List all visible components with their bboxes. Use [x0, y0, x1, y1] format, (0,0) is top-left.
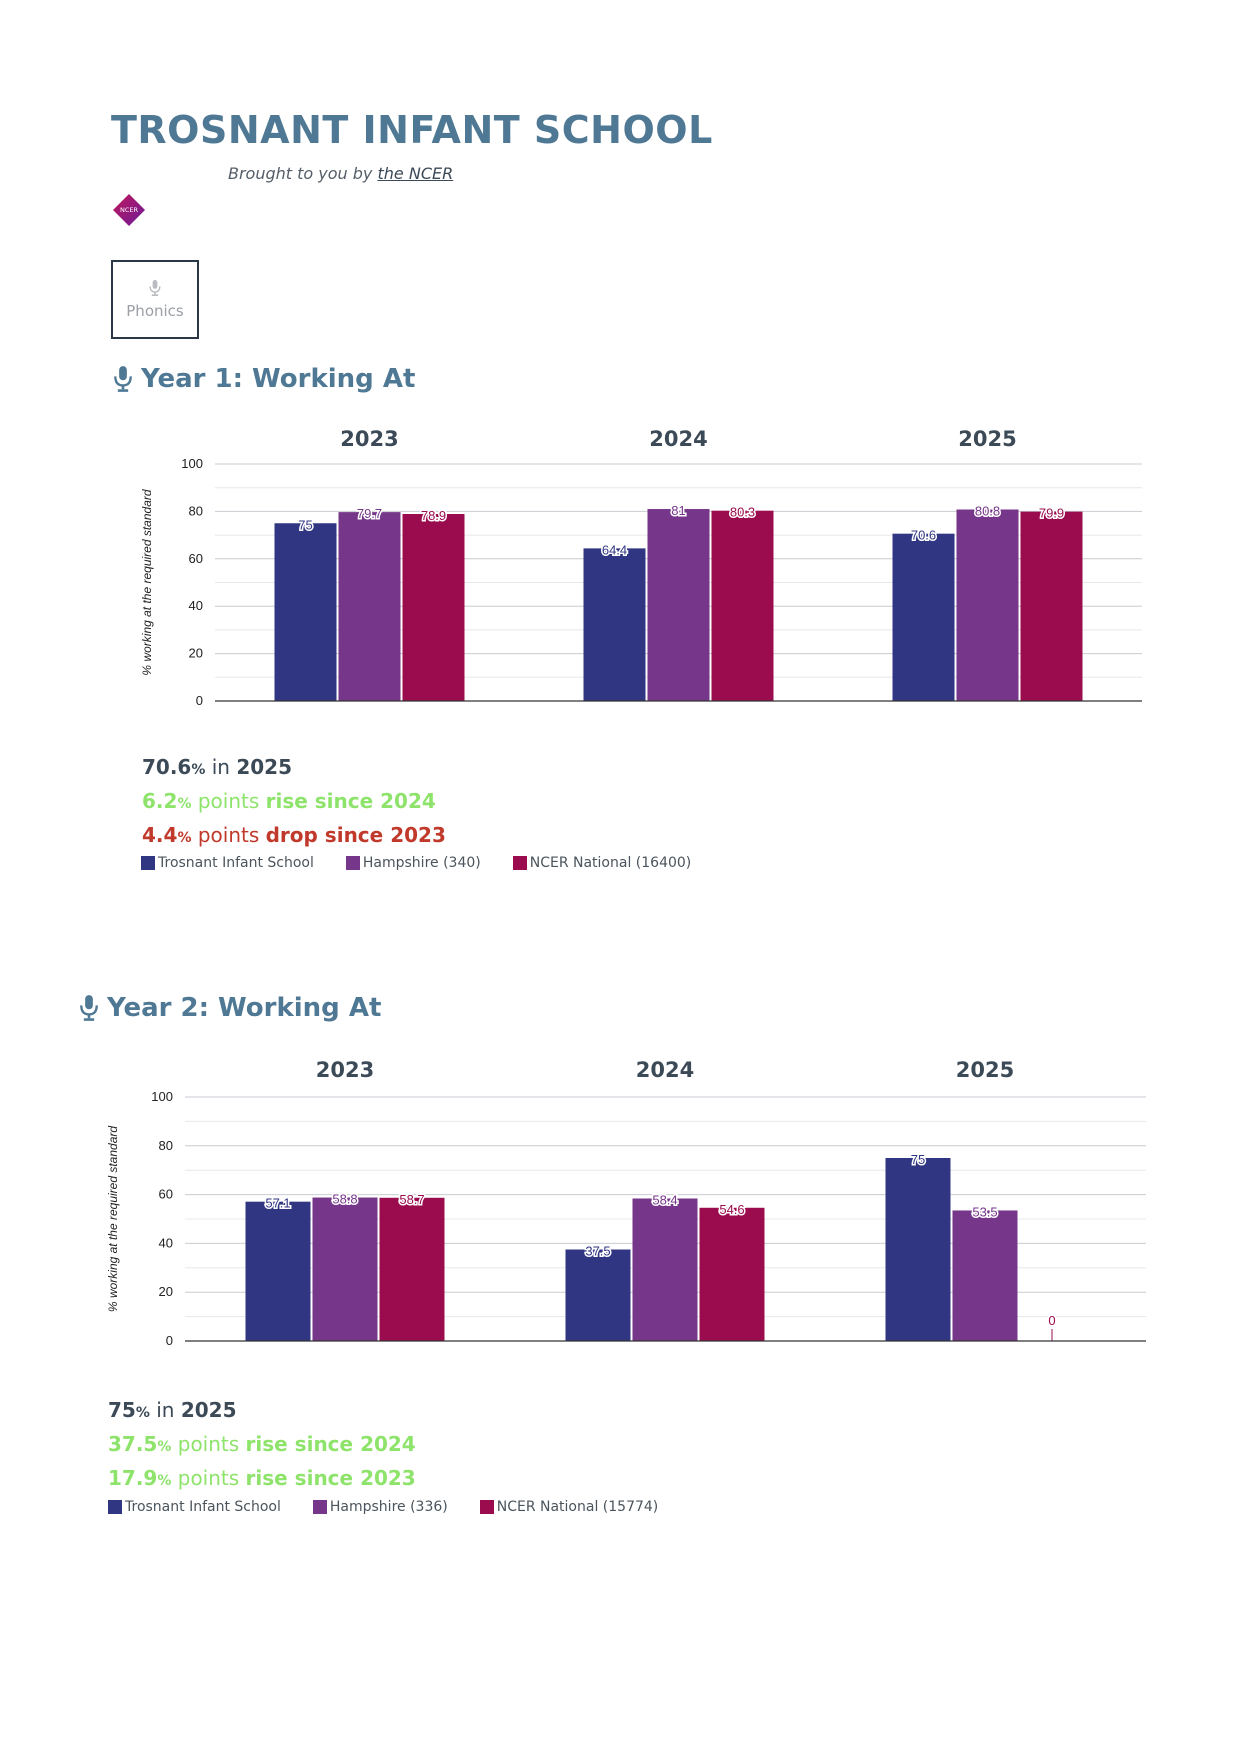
summary-current: 70.6% in 2025: [142, 755, 293, 779]
bar: [274, 523, 337, 701]
data-label: 57.1: [265, 1196, 290, 1211]
data-label: 81: [671, 503, 685, 518]
data-label: 79.7: [357, 506, 382, 521]
summary-year2: 75% in 2025 37.5% points rise since 2024…: [108, 1393, 416, 1495]
y-tick-label: 0: [166, 1333, 173, 1348]
data-label: 80.3: [730, 505, 755, 520]
y-tick-label: 20: [159, 1284, 173, 1299]
category-label: 2025: [956, 1058, 1014, 1082]
data-label: 80.8: [975, 504, 1000, 519]
mic-icon: [80, 995, 98, 1021]
bar: [952, 1210, 1018, 1341]
ncer-logo: NCER: [113, 194, 145, 226]
y-tick-label: 100: [151, 1089, 173, 1104]
bar: [699, 1207, 765, 1341]
chart-year2: 0 20 40 60 80 100 % working at the required st…: [106, 1058, 1146, 1348]
summary-change-since-2023: 4.4% points drop since 2023: [142, 823, 446, 847]
y-tick-label: 40: [159, 1235, 173, 1250]
legend-swatch: [312, 1500, 327, 1514]
legend-swatch: [345, 856, 360, 870]
summary-change-since-2024: 6.2% points rise since 2024: [142, 789, 436, 813]
section-title-year2: Year 2: Working At: [80, 993, 381, 1023]
data-label: 75: [298, 517, 312, 532]
y-tick-label: 20: [189, 646, 203, 661]
y-axis-title: % working at the required standard: [140, 489, 154, 675]
mic-icon: [114, 366, 132, 392]
y-tick-label: 80: [159, 1138, 173, 1153]
data-label: 37.5: [585, 1244, 610, 1259]
legend-swatch: [141, 856, 155, 870]
bar: [1020, 511, 1083, 701]
legend-swatch: [512, 856, 527, 870]
bar: [312, 1197, 378, 1341]
data-label: 58.8: [332, 1192, 357, 1207]
legend-item-school: Trosnant Infant School: [141, 855, 314, 871]
legend-year1: Trosnant Infant School Hampshire (340) N…: [141, 855, 691, 871]
legend-item-hampshire: Hampshire (340): [345, 855, 481, 871]
bar: [892, 533, 955, 701]
data-label: 54.6: [719, 1202, 744, 1217]
y-tick-label: 60: [159, 1187, 173, 1202]
tab-phonics[interactable]: Phonics: [111, 260, 199, 339]
category-label: 2025: [958, 427, 1016, 451]
y-tick-label: 80: [189, 503, 203, 518]
data-label: 53.5: [972, 1204, 997, 1219]
legend-item-hampshire: Hampshire (336): [312, 1499, 448, 1515]
data-label: 58.4: [652, 1193, 677, 1208]
ncer-link[interactable]: the NCER: [377, 164, 454, 183]
bar: [583, 548, 646, 701]
category-label: 2024: [649, 427, 707, 451]
byline-prefix: Brought to you by: [228, 164, 373, 183]
summary-current: 75% in 2025: [108, 1398, 237, 1422]
bar: [885, 1158, 951, 1341]
y-tick-label: 100: [181, 456, 203, 471]
y-tick-label: 60: [189, 551, 203, 566]
data-label: 58.7: [399, 1192, 424, 1207]
bar: [565, 1249, 631, 1341]
section-title-year1: Year 1: Working At: [114, 364, 415, 394]
data-label: 64.4: [602, 542, 627, 557]
bar: [379, 1197, 445, 1341]
bar: [402, 514, 465, 701]
bar: [245, 1201, 311, 1341]
data-label: 0: [1048, 1313, 1055, 1328]
mic-icon: [149, 279, 161, 296]
page-title: TROSNANT INFANT SCHOOL: [111, 108, 713, 152]
legend-item-national: NCER National (15774): [479, 1499, 658, 1515]
bar: [338, 512, 401, 701]
legend-item-school: Trosnant Infant School: [108, 1499, 281, 1515]
data-label: 78.9: [421, 508, 446, 523]
y-axis-title: % working at the required standard: [106, 1126, 120, 1312]
category-label: 2023: [316, 1058, 374, 1082]
y-tick-label: 0: [196, 693, 203, 708]
chart-year1: 0 20 40 60 80 100 % working at the required st…: [140, 427, 1142, 708]
tab-label: Phonics: [126, 301, 184, 320]
section-title-text: Year 2: Working At: [107, 993, 382, 1023]
summary-year1: 70.6% in 2025 6.2% points rise since 202…: [142, 750, 446, 852]
data-label: 79.9: [1039, 506, 1064, 521]
bar: [711, 510, 774, 701]
legend-item-national: NCER National (16400): [512, 855, 691, 871]
summary-change-since-2024: 37.5% points rise since 2024: [108, 1432, 416, 1456]
category-label: 2023: [340, 427, 398, 451]
legend-year2: Trosnant Infant School Hampshire (336) N…: [108, 1499, 658, 1515]
category-label: 2024: [636, 1058, 694, 1082]
data-label: 70.6: [911, 528, 936, 543]
legend-swatch: [108, 1500, 122, 1514]
bar: [632, 1198, 698, 1341]
bar: [647, 509, 710, 701]
byline: Brought to you by the NCER: [228, 164, 453, 183]
bar: [956, 509, 1019, 701]
logo-text: NCER: [120, 206, 139, 214]
data-label: 75: [911, 1152, 925, 1167]
y-tick-label: 40: [189, 598, 203, 613]
summary-change-since-2023: 17.9% points rise since 2023: [108, 1466, 416, 1490]
legend-swatch: [479, 1500, 494, 1514]
section-title-text: Year 1: Working At: [141, 364, 416, 394]
